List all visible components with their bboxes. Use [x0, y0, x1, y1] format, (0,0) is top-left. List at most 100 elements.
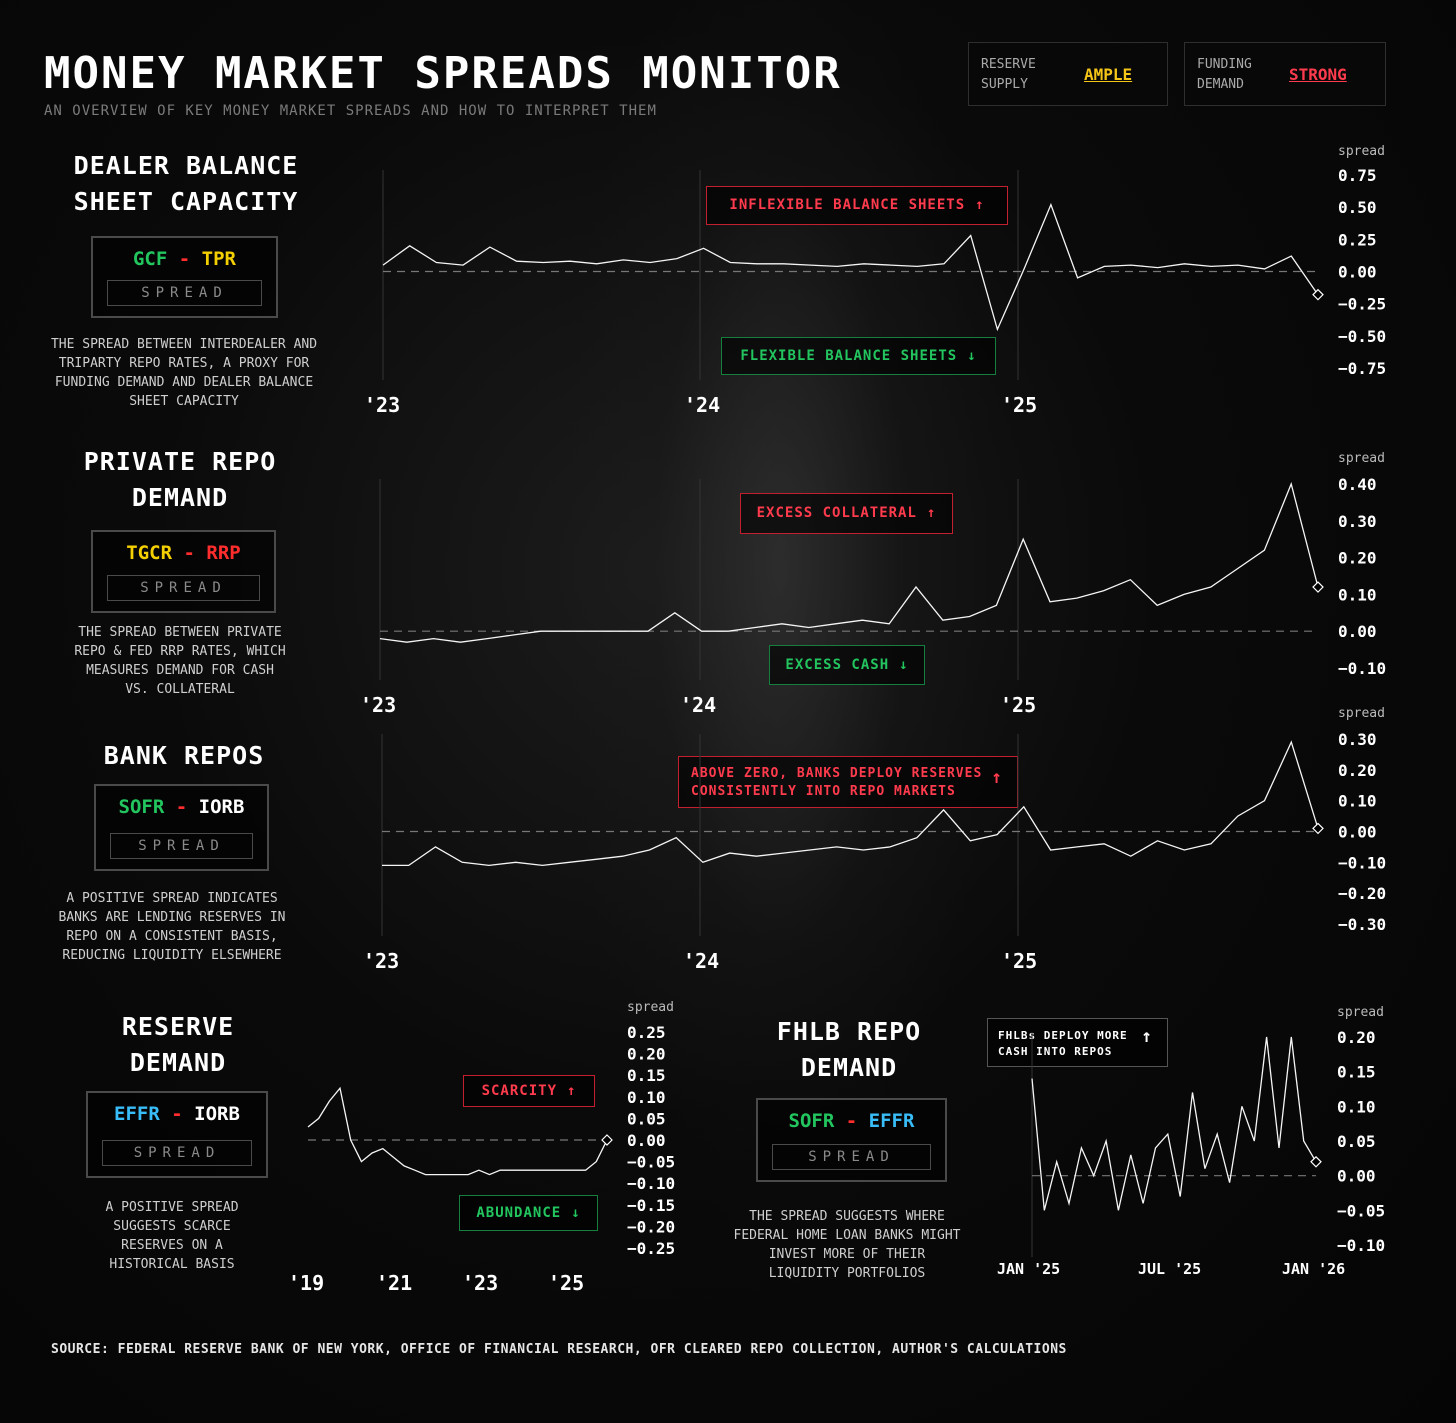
dealer-ytick: 0.75 [1338, 166, 1377, 185]
title-line: RESERVE [121, 1012, 235, 1041]
dealer-ytick: −0.75 [1338, 359, 1386, 378]
title-line: DEMAND [129, 1048, 227, 1077]
private-xtick: '25 [1000, 693, 1036, 717]
annotation-text: ABOVE ZERO, BANKS DEPLOY RESERVES [691, 766, 983, 781]
pair-sep: - [178, 248, 191, 270]
reserve-xtick: '21 [376, 1271, 412, 1295]
funding-demand-indicator: FUNDING DEMAND STRONG [1184, 42, 1386, 106]
annotation-text: EXCESS CASH [785, 657, 890, 673]
desc-line: FUNDING DEMAND AND DEALER BALANCE [54, 375, 314, 390]
fhlb-ylabel: spread [1337, 1005, 1384, 1020]
bank-ytick: −0.20 [1338, 884, 1386, 903]
arrow-up-icon: ↑ [1141, 1026, 1153, 1047]
annotation-text: ABUNDANCE [476, 1205, 562, 1221]
pair-box-fhlb: SOFR - EFFR SPREAD [756, 1098, 947, 1182]
annotation-fhlb-deploy: FHLBs DEPLOY MORE CASH INTO REPOS ↑ [987, 1018, 1168, 1067]
pair-a: TGCR [126, 542, 173, 564]
indicator-value: AMPLE [1084, 65, 1133, 84]
annotation-flexible: FLEXIBLE BALANCE SHEETS ↓ [721, 337, 996, 375]
arrow-up-icon: ↑ [567, 1083, 577, 1099]
dealer-ylabel: spread [1338, 144, 1385, 159]
pair-label: SOFR - EFFR [758, 1110, 945, 1132]
annotation-text: CASH INTO REPOS [998, 1045, 1113, 1058]
reserve-supply-indicator: RESERVE SUPPLY AMPLE [968, 42, 1168, 106]
annotation-text: INFLEXIBLE BALANCE SHEETS [729, 197, 966, 213]
desc-line: REDUCING LIQUIDITY ELSEWHERE [62, 948, 282, 963]
fhlb-ytick: 0.20 [1337, 1028, 1376, 1047]
pair-box-private: TGCR - RRP SPREAD [91, 530, 276, 613]
desc-line: THE SPREAD SUGGESTS WHERE [749, 1209, 945, 1224]
dealer-end-marker [1312, 288, 1324, 301]
annotation-text: SCARCITY [481, 1083, 557, 1099]
dealer-ytick: −0.50 [1338, 327, 1386, 346]
section-title-dealer: DEALER BALANCE SHEET CAPACITY [36, 148, 336, 220]
arrow-down-icon: ↓ [571, 1205, 581, 1221]
title-line: BANK REPOS [103, 741, 265, 770]
arrow-up-icon: ↑ [975, 197, 985, 213]
fhlb-xtick: JAN '26 [1282, 1260, 1345, 1278]
pair-b: IORB [194, 1103, 240, 1125]
spread-label: SPREAD [107, 280, 262, 306]
private-ytick: 0.20 [1338, 549, 1377, 568]
title-line: DEMAND [800, 1053, 898, 1082]
annotation-above-zero: ABOVE ZERO, BANKS DEPLOY RESERVES CONSIS… [678, 756, 1018, 808]
pair-a: EFFR [114, 1103, 160, 1125]
private-ytick: 0.10 [1338, 585, 1377, 604]
pair-sep: - [183, 542, 195, 564]
fhlb-ytick: −0.05 [1337, 1201, 1385, 1220]
section-description-dealer: THE SPREAD BETWEEN INTERDEALER AND TRIPA… [24, 335, 344, 411]
annotation-excess-cash: EXCESS CASH ↓ [769, 645, 925, 685]
desc-line: RESERVES ON A [121, 1238, 223, 1253]
pair-label: SOFR - IORB [96, 796, 267, 818]
private-xtick: '23 [360, 693, 396, 717]
desc-line: THE SPREAD BETWEEN PRIVATE [78, 625, 282, 640]
private-ytick: 0.00 [1338, 622, 1377, 641]
pair-sep: - [845, 1110, 858, 1132]
desc-line: THE SPREAD BETWEEN INTERDEALER AND [50, 337, 318, 352]
bank-xtick: '23 [363, 949, 399, 973]
bank-xtick: '25 [1001, 949, 1037, 973]
spread-label: SPREAD [772, 1144, 931, 1170]
reserve-xtick: '19 [288, 1271, 324, 1295]
reserve-xtick: '25 [548, 1271, 584, 1295]
pair-b: IORB [198, 796, 245, 818]
fhlb-xtick: JAN '25 [997, 1260, 1060, 1278]
pair-a: GCF [132, 248, 168, 270]
annotation-text: CONSISTENTLY INTO REPO MARKETS [691, 784, 956, 799]
fhlb-end-marker [1310, 1155, 1322, 1168]
arrow-up-icon: ↑ [926, 505, 937, 521]
spread-label: SPREAD [102, 1140, 252, 1166]
bank-ytick: 0.00 [1338, 823, 1377, 842]
pair-sep: - [171, 1103, 183, 1125]
dealer-ytick: −0.25 [1338, 295, 1386, 314]
desc-line: SUGGESTS SCARCE [113, 1219, 231, 1234]
fhlb-ytick: 0.00 [1337, 1167, 1376, 1186]
page-title: MONEY MARKET SPREADS MONITOR [44, 48, 842, 99]
bank-ytick: 0.10 [1338, 792, 1377, 811]
spread-label: SPREAD [107, 575, 260, 601]
pair-box-reserve: EFFR - IORB SPREAD [86, 1091, 268, 1178]
desc-line: A POSITIVE SPREAD [105, 1200, 239, 1215]
annotation-text: FHLBs DEPLOY MORE [998, 1029, 1128, 1042]
private-ytick: −0.10 [1338, 659, 1386, 678]
desc-line: FEDERAL HOME LOAN BANKS MIGHT [733, 1228, 961, 1243]
fhlb-xtick: JUL '25 [1138, 1260, 1201, 1278]
dealer-xtick: '23 [364, 393, 400, 417]
section-title-reserve: RESERVE DEMAND [28, 1009, 328, 1081]
pair-a: SOFR [118, 796, 165, 818]
desc-line: A POSITIVE SPREAD INDICATES [66, 891, 278, 906]
annotation-text: FLEXIBLE BALANCE SHEETS [740, 348, 958, 364]
section-description-bank: A POSITIVE SPREAD INDICATES BANKS ARE LE… [22, 889, 322, 965]
section-title-bank: BANK REPOS [34, 738, 334, 774]
dealer-ytick: 0.25 [1338, 230, 1377, 249]
private-ytick: 0.40 [1338, 475, 1377, 494]
desc-line: LIQUIDITY PORTFOLIOS [768, 1266, 926, 1281]
private-ytick: 0.30 [1338, 512, 1377, 531]
pair-a: SOFR [788, 1110, 835, 1132]
title-line: PRIVATE REPO [83, 447, 277, 476]
fhlb-ytick: 0.15 [1337, 1063, 1376, 1082]
pair-label: EFFR - IORB [88, 1103, 266, 1125]
pair-box-dealer: GCF - TPR SPREAD [91, 236, 278, 318]
bank-ytick: 0.30 [1338, 730, 1377, 749]
fhlb-ytick: 0.10 [1337, 1097, 1376, 1116]
